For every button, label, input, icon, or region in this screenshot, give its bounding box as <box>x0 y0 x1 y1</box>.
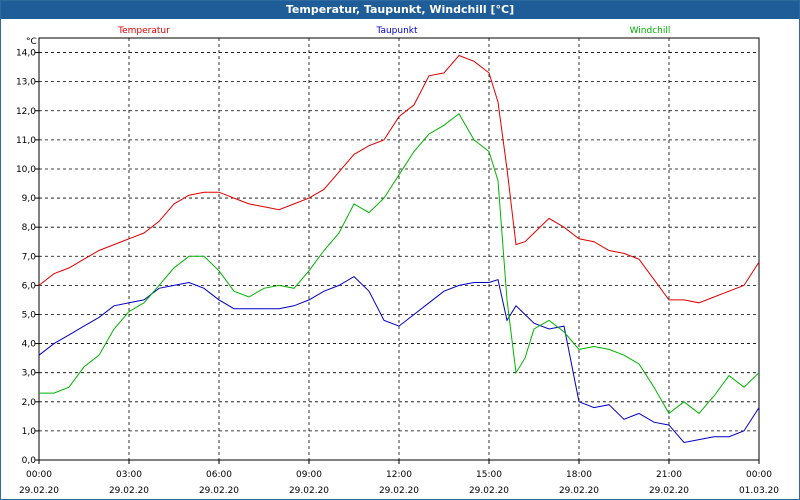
series-line-windchill <box>39 112 760 415</box>
x-tick-date: 29.02.20 <box>379 486 419 496</box>
y-tick-label: 4,0 <box>22 340 37 350</box>
y-tick-label: 5,0 <box>22 310 37 320</box>
x-tick-time: 09:00 <box>296 470 322 480</box>
x-tick-time: 03:00 <box>116 470 142 480</box>
x-tick-date: 29.02.20 <box>649 486 689 496</box>
x-tick-date: 29.02.20 <box>109 486 149 496</box>
y-tick-label: 13,0 <box>16 78 36 88</box>
y-tick-label: 11,0 <box>16 136 36 146</box>
y-tick-label: 6,0 <box>22 281 37 291</box>
x-tick-time: 12:00 <box>386 470 412 480</box>
x-tick-date: 29.02.20 <box>469 486 509 496</box>
x-tick-time: 06:00 <box>206 470 232 480</box>
y-tick-label: 0,0 <box>22 456 37 466</box>
x-tick-date: 29.02.20 <box>199 486 239 496</box>
window-title: Temperatur, Taupunkt, Windchill [°C] <box>1 1 799 19</box>
y-tick-label: 7,0 <box>22 252 37 262</box>
x-tick-time: 18:00 <box>566 470 592 480</box>
x-tick-time: 21:00 <box>656 470 682 480</box>
y-tick-label: 2,0 <box>22 398 37 408</box>
x-tick-time: 15:00 <box>476 470 502 480</box>
y-tick-label: 1,0 <box>22 427 37 437</box>
legend-windchill: Windchill <box>630 26 671 36</box>
y-tick-label: 3,0 <box>22 369 37 379</box>
y-tick-label: 12,0 <box>16 107 36 117</box>
series-line-temperatur <box>38 54 760 304</box>
y-tick-label: 14,0 <box>16 49 36 59</box>
x-tick-date: 01.03.20 <box>739 486 779 496</box>
y-tick-label: 9,0 <box>22 194 37 204</box>
x-tick-date: 29.02.20 <box>559 486 599 496</box>
x-tick-time: 00:00 <box>26 470 52 480</box>
y-unit-label: °C <box>26 37 37 47</box>
series-line-taupunkt <box>38 275 760 444</box>
legend-taupunkt: Taupunkt <box>375 26 418 36</box>
x-tick-time: 00:00 <box>746 470 772 480</box>
x-tick-date: 29.02.20 <box>289 486 329 496</box>
y-tick-label: 10,0 <box>16 165 36 175</box>
y-tick-label: 8,0 <box>22 223 37 233</box>
legend-temperatur: Temperatur <box>117 26 170 36</box>
x-tick-date: 29.02.20 <box>19 486 59 496</box>
